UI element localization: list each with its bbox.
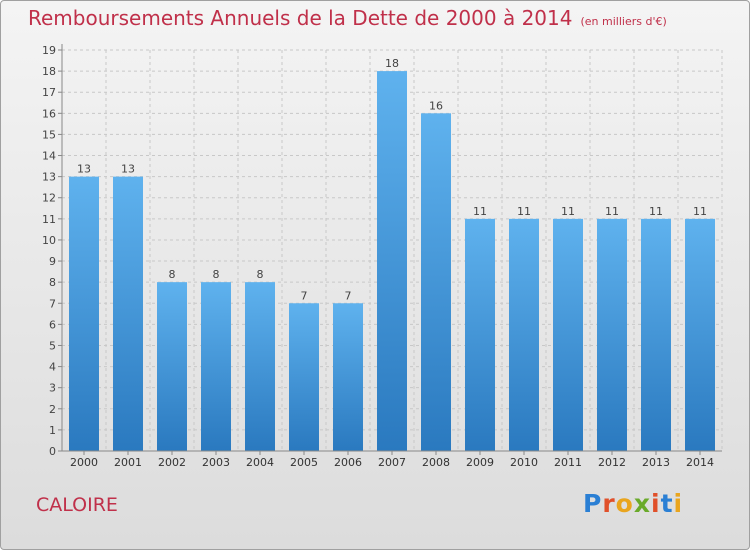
bar — [377, 71, 407, 452]
x-tick-label: 2001 — [114, 456, 142, 469]
bar-value-label: 8 — [257, 268, 264, 281]
y-tick-label: 17 — [42, 86, 56, 99]
bar-value-label: 7 — [345, 289, 352, 302]
bar — [685, 218, 715, 451]
y-tick-label: 12 — [42, 192, 56, 205]
bar — [69, 176, 99, 451]
y-tick-label: 5 — [49, 339, 56, 352]
bar-value-label: 11 — [517, 205, 531, 218]
logo-letter: i — [673, 489, 684, 518]
bar — [289, 303, 319, 451]
y-tick-label: 19 — [42, 44, 56, 57]
y-tick-label: 16 — [42, 107, 56, 120]
bar — [641, 218, 671, 451]
bar — [509, 218, 539, 451]
logo-letter: o — [615, 489, 634, 518]
y-tick-label: 6 — [49, 318, 56, 331]
bar-value-label: 18 — [385, 57, 399, 70]
y-tick-label: 11 — [42, 213, 56, 226]
title-unit: (en milliers d'€) — [580, 15, 667, 28]
x-tick-label: 2009 — [466, 456, 494, 469]
bar-chart: 0123456789101112131415161718191320001320… — [42, 44, 723, 469]
bar — [553, 218, 583, 451]
y-tick-label: 0 — [49, 445, 56, 458]
bar-value-label: 11 — [649, 205, 663, 218]
y-tick-label: 7 — [49, 297, 56, 310]
x-tick-label: 2014 — [686, 456, 714, 469]
bar-value-label: 13 — [77, 163, 91, 176]
x-tick-label: 2002 — [158, 456, 186, 469]
y-tick-label: 9 — [49, 255, 56, 268]
y-tick-label: 10 — [42, 234, 56, 247]
x-tick-label: 2011 — [554, 456, 582, 469]
logo-letter: i — [651, 489, 661, 518]
bar-value-label: 13 — [121, 163, 135, 176]
y-tick-label: 1 — [49, 424, 56, 437]
x-tick-label: 2007 — [378, 456, 406, 469]
proxiti-logo: Proxiti — [583, 489, 683, 518]
title-text: Remboursements Annuels de la Dette de 20… — [28, 6, 573, 30]
bar-value-label: 11 — [561, 205, 575, 218]
x-tick-label: 2003 — [202, 456, 230, 469]
bar — [597, 218, 627, 451]
y-tick-label: 14 — [42, 150, 56, 163]
chart-title: Remboursements Annuels de la Dette de 20… — [28, 6, 667, 30]
bar-value-label: 8 — [213, 268, 220, 281]
bar-value-label: 11 — [473, 205, 487, 218]
bar-value-label: 11 — [693, 205, 707, 218]
x-tick-label: 2000 — [70, 456, 98, 469]
x-tick-label: 2008 — [422, 456, 450, 469]
x-tick-label: 2004 — [246, 456, 274, 469]
y-tick-label: 15 — [42, 128, 56, 141]
x-tick-label: 2010 — [510, 456, 538, 469]
y-tick-label: 2 — [49, 403, 56, 416]
logo-letter: P — [583, 489, 603, 518]
x-tick-label: 2013 — [642, 456, 670, 469]
y-tick-label: 13 — [42, 171, 56, 184]
y-tick-label: 4 — [49, 361, 56, 374]
bar-value-label: 8 — [169, 268, 176, 281]
x-tick-label: 2012 — [598, 456, 626, 469]
logo-letter: r — [602, 489, 616, 518]
bar-value-label: 11 — [605, 205, 619, 218]
bar — [333, 303, 363, 451]
bar — [245, 282, 275, 451]
y-tick-label: 8 — [49, 276, 56, 289]
logo-letter: x — [633, 489, 651, 518]
x-tick-label: 2006 — [334, 456, 362, 469]
x-tick-label: 2005 — [290, 456, 318, 469]
commune-name: CALOIRE — [36, 494, 118, 516]
bar — [201, 282, 231, 451]
bar-value-label: 7 — [301, 289, 308, 302]
bar — [113, 176, 143, 451]
bar — [465, 218, 495, 451]
bar-value-label: 16 — [429, 99, 443, 112]
bar — [157, 282, 187, 451]
y-tick-label: 3 — [49, 382, 56, 395]
y-tick-label: 18 — [42, 65, 56, 78]
logo-letter: t — [660, 489, 674, 518]
bar — [421, 113, 451, 451]
